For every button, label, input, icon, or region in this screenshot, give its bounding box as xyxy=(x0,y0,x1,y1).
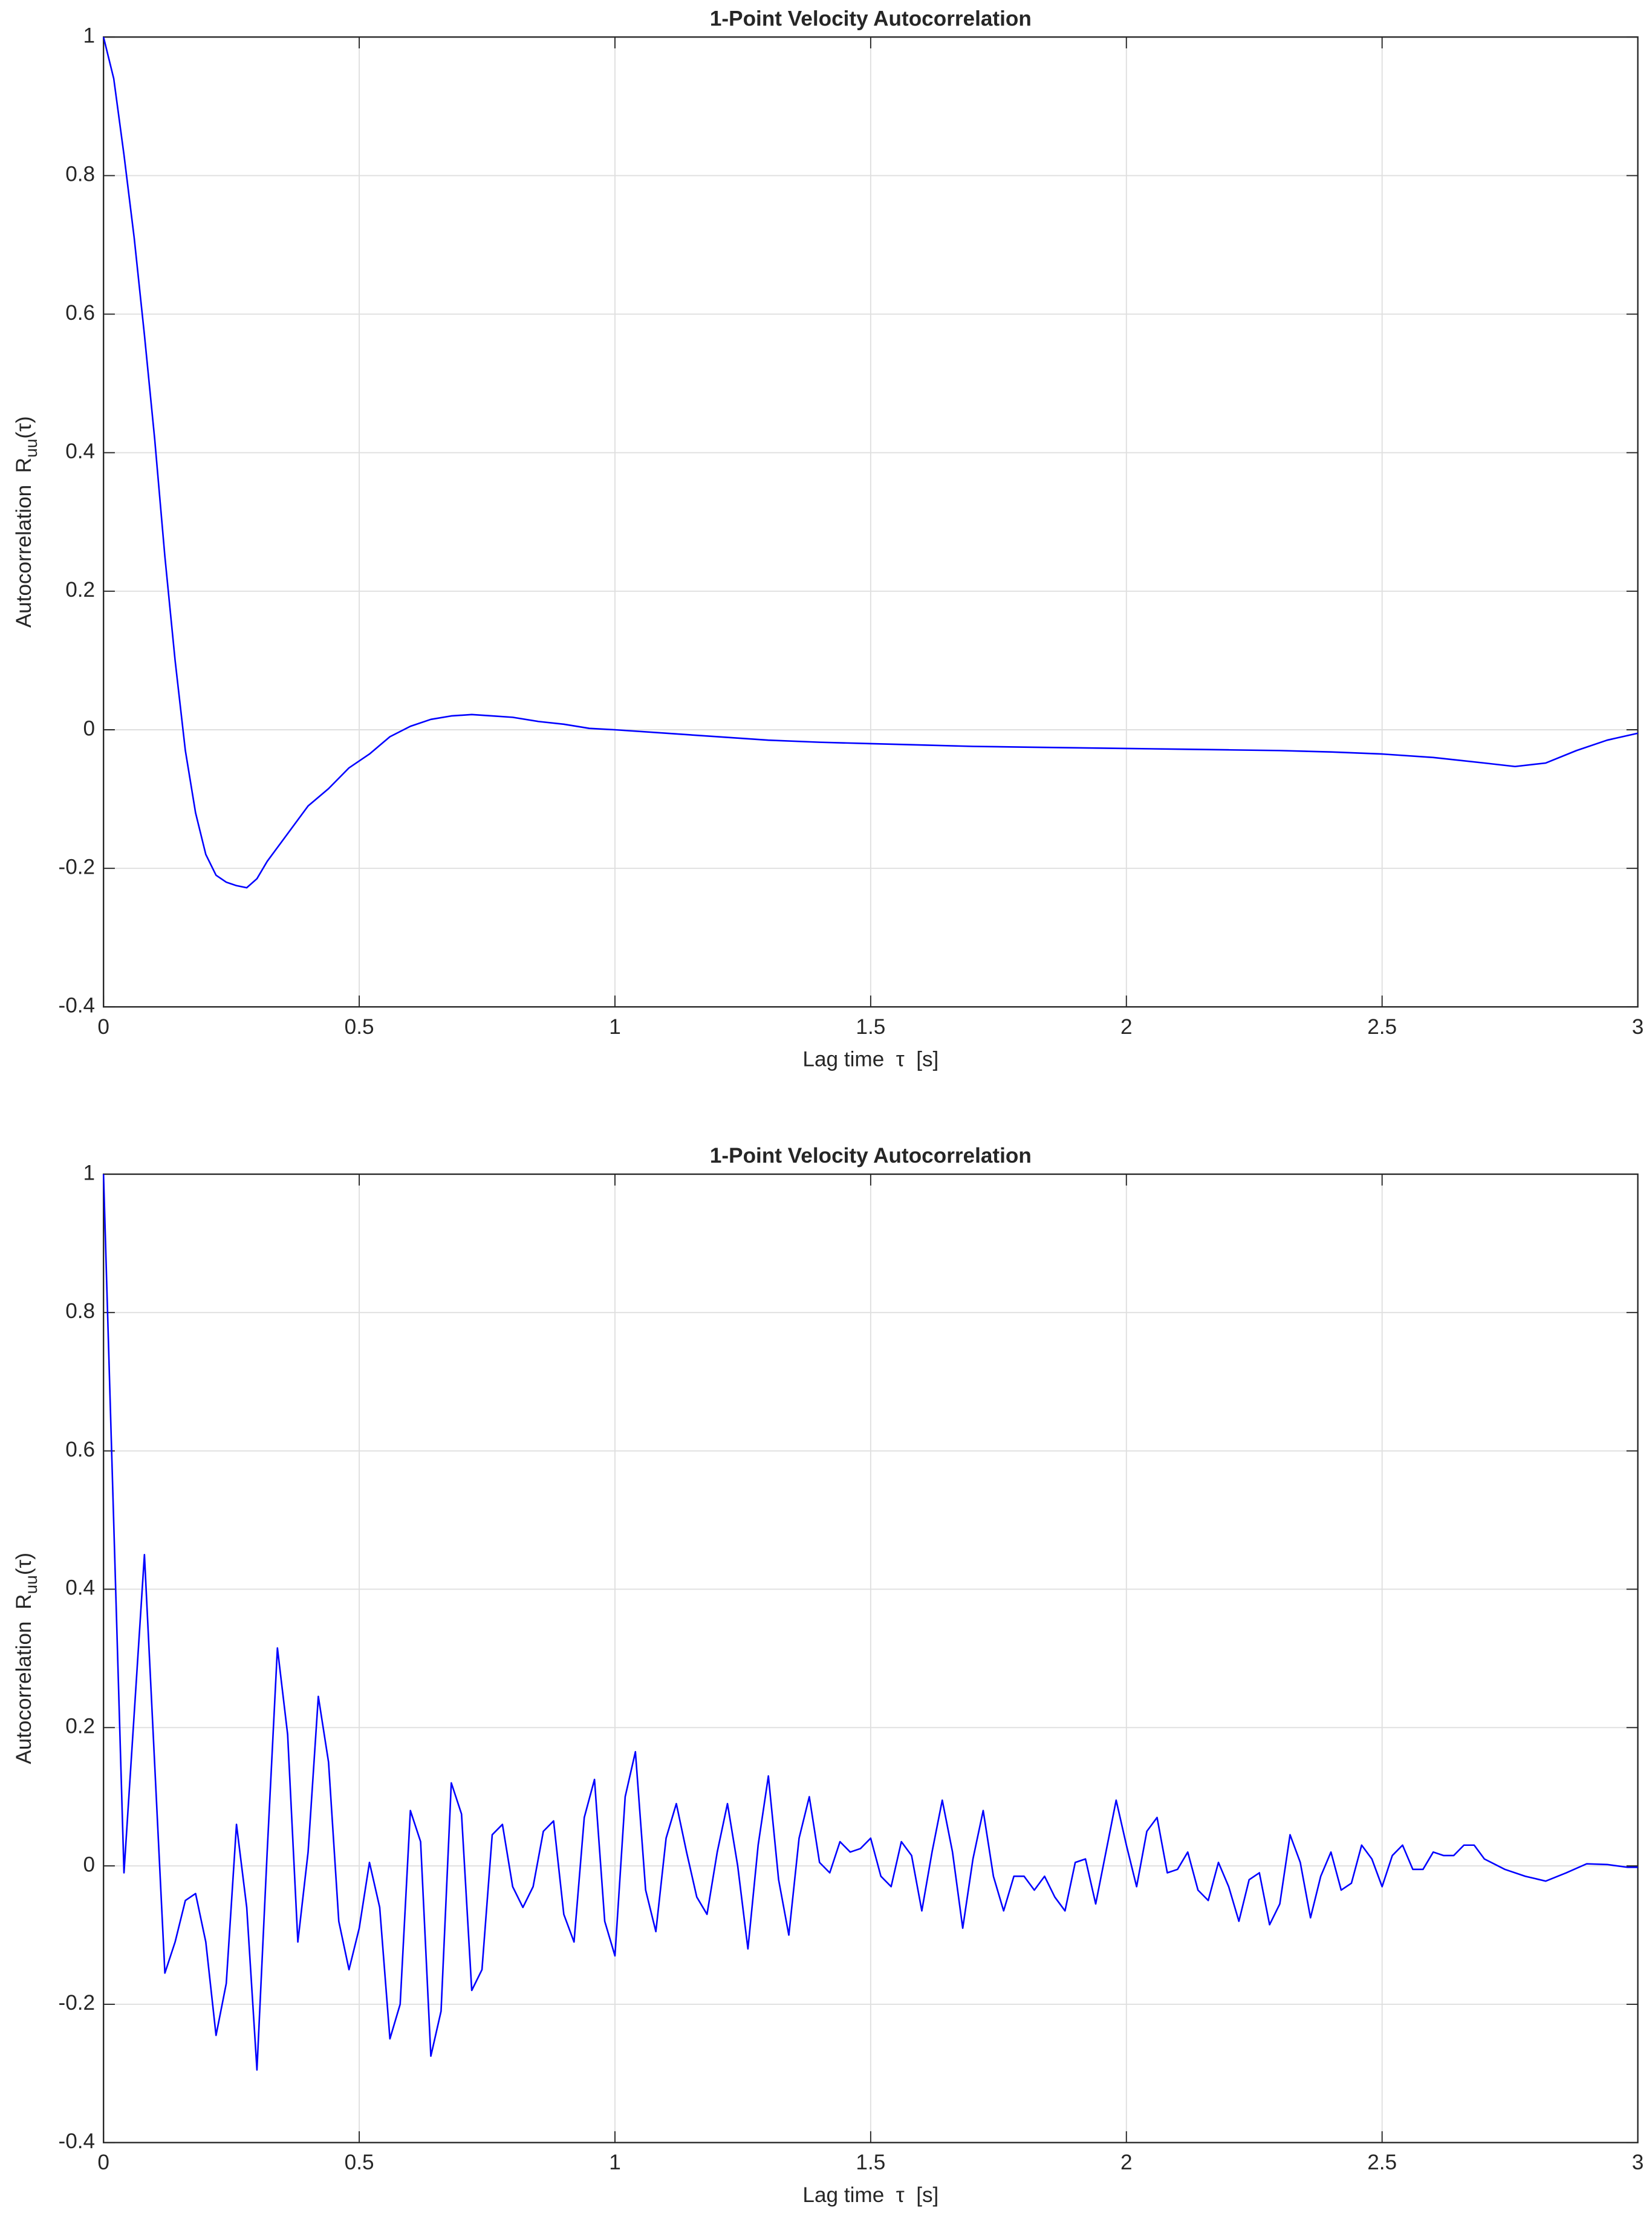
x-tick-label: 2 xyxy=(1120,1015,1133,1039)
y-tick-label: 1 xyxy=(83,24,96,48)
line-chart: -0.4 -0.2 0 0.2 0.4 0.6 0.8 1 0 0.5 1 1.5 2 2.5 3 1-Poi… xyxy=(13,7,1644,1071)
chart-title: 1-Point Velocity Autocorrelation xyxy=(710,1144,1032,1168)
x-tick-label: 0 xyxy=(97,1015,109,1039)
y-axis-label-subscript: uu xyxy=(22,439,41,458)
y-tick-label: 0 xyxy=(83,716,96,740)
x-tick-label: 0.5 xyxy=(345,2151,374,2174)
y-tick-label: 0.2 xyxy=(65,1715,95,1738)
y-tick-label: -0.4 xyxy=(59,994,96,1018)
y-tick-label: 0.2 xyxy=(65,578,95,602)
x-tick-label: 0 xyxy=(97,2151,109,2174)
x-tick-label: 1 xyxy=(609,2151,621,2174)
y-tick-label: -0.4 xyxy=(59,2129,96,2153)
y-tick-label: 0.4 xyxy=(65,1576,95,1600)
y-axis-label-suffix: (τ) xyxy=(13,1553,36,1575)
y-axis-label: Autocorrelation Ruu(τ) xyxy=(13,1553,41,1764)
y-tick-label: 0.6 xyxy=(65,301,95,325)
y-tick-label: 0.4 xyxy=(65,440,95,463)
y-axis-label: Autocorrelation Ruu(τ) xyxy=(13,416,41,628)
y-axis-label-text: Autocorrelation R xyxy=(13,1594,36,1764)
y-tick-label: -0.2 xyxy=(59,855,96,879)
y-tick-label: 0.8 xyxy=(65,1299,95,1323)
x-tick-label: 1.5 xyxy=(856,2151,885,2174)
data-line xyxy=(102,1174,1638,2071)
data-line xyxy=(102,36,1638,889)
axes-frame xyxy=(103,36,1639,1008)
x-axis-label: Lag time τ [s] xyxy=(802,1048,938,1071)
line-chart: -0.4 -0.2 0 0.2 0.4 0.6 0.8 1 0 0.5 1 1.5 2 2.5 3 1-Poi… xyxy=(13,1144,1644,2207)
chart-title: 1-Point Velocity Autocorrelation xyxy=(710,7,1032,30)
y-axis-label-suffix: (τ) xyxy=(13,416,36,438)
x-tick-label: 3 xyxy=(1632,2151,1644,2174)
y-axis-label-subscript: uu xyxy=(22,1575,41,1594)
y-axis-label-text: Autocorrelation R xyxy=(13,458,36,628)
y-tick-label: -0.2 xyxy=(59,1991,96,2015)
x-tick-label: 3 xyxy=(1632,1015,1644,1039)
y-tick-label: 0.6 xyxy=(65,1438,95,1461)
x-tick-label: 0.5 xyxy=(345,1015,374,1039)
y-tick-label: 0.8 xyxy=(65,163,95,186)
x-tick-label: 2.5 xyxy=(1367,1015,1397,1039)
y-tick-label: 0 xyxy=(83,1853,96,1876)
x-tick-label: 2.5 xyxy=(1367,2151,1397,2174)
x-tick-label: 1.5 xyxy=(856,1015,885,1039)
x-axis-label: Lag time τ [s] xyxy=(802,2183,938,2207)
x-tick-label: 2 xyxy=(1120,2151,1133,2174)
x-tick-label: 1 xyxy=(609,1015,621,1039)
axes-frame xyxy=(103,1173,1639,2143)
y-tick-label: 1 xyxy=(83,1161,96,1184)
